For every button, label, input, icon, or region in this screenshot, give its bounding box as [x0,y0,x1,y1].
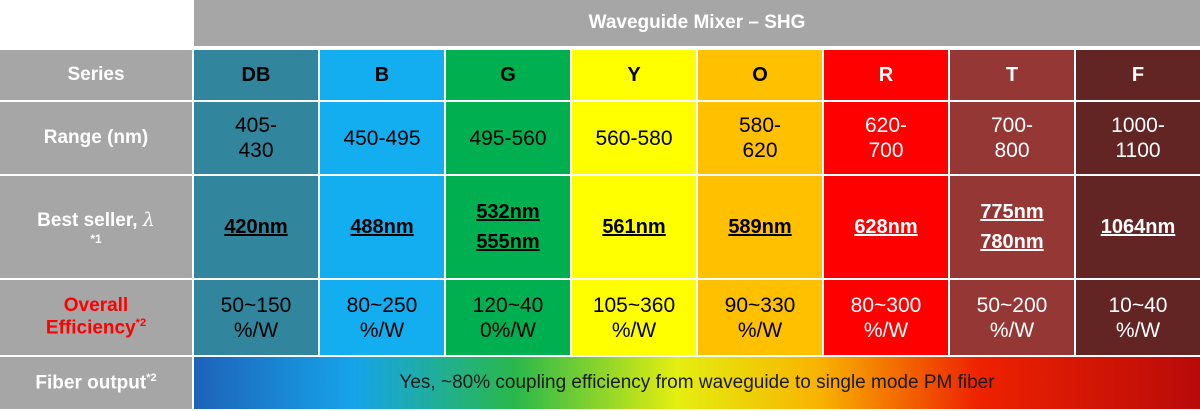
efficiency-r-line: 80~300 [850,293,922,317]
best-seller-r-line: 628nm [854,216,918,238]
efficiency-t-line: 50~200 [976,293,1048,317]
efficiency-b-cell: 80~250 %/W [320,280,446,355]
series-f-header: F [1076,50,1200,100]
best-seller-b-cell: 488nm [320,176,446,278]
best-seller-text: Best seller, [37,209,138,231]
fiber-label-cell: Fiber output*2 [0,357,194,409]
best-seller-o-line: 589nm [728,216,792,238]
efficiency-f-cell: 10~40 %/W [1076,280,1200,355]
best-seller-f-cell: 1064nm [1076,176,1200,278]
series-g-header: G [446,50,572,100]
range-row: Range (nm) 405- 430 450-495 495-560 560-580 5… [0,102,1200,174]
best-seller-g-line: 532nm [476,201,540,223]
efficiency-o-cell: 90~330 %/W [698,280,824,355]
title-row: Waveguide Mixer – SHG [0,0,1200,46]
efficiency-g-cell: 120~40 0%/W [446,280,572,355]
best-seller-label: Best seller, λ [37,209,155,232]
best-seller-db-line: 420nm [224,216,288,238]
efficiency-b-line: %/W [359,318,405,342]
range-y-cell: 560-580 [572,102,698,174]
efficiency-db-cell: 50~150 %/W [194,280,320,355]
best-seller-note: *1 [90,231,102,246]
efficiency-label-cell: Overall Efficiency*2 [0,280,194,355]
table-title: Waveguide Mixer – SHG [194,0,1200,46]
efficiency-db-line: 50~150 [220,293,292,317]
range-f-line: 1100 [1115,139,1161,162]
series-b-header: B [320,50,446,100]
efficiency-label-line2-wrap: Efficiency*2 [46,317,146,339]
range-t-line: 800 [994,139,1030,162]
range-t-line: 700- [990,114,1034,137]
efficiency-db-line: %/W [233,318,279,342]
range-f-line: 1000- [1111,114,1165,137]
efficiency-note: *2 [135,317,147,330]
series-r-header: R [824,50,950,100]
series-t-header: T [950,50,1076,100]
efficiency-t-cell: 50~200 %/W [950,280,1076,355]
efficiency-o-line: %/W [737,318,783,342]
best-seller-row: Best seller, λ *1 420nm 488nm 532nm 555nm 56… [0,176,1200,278]
range-g-line: 495-560 [469,126,547,150]
best-seller-g-cell: 532nm 555nm [446,176,572,278]
efficiency-r-cell: 80~300 %/W [824,280,950,355]
range-db-cell: 405- 430 [194,102,320,174]
title-spacer [0,0,194,46]
range-b-line: 450-495 [343,126,421,150]
efficiency-o-line: 90~330 [724,293,796,317]
efficiency-y-line: %/W [611,318,657,342]
efficiency-label-line2: Efficiency [45,317,136,339]
fiber-label: Fiber output [35,372,147,394]
series-row: Series DB B G Y O R T F [0,50,1200,100]
best-seller-r-cell: 628nm [824,176,950,278]
range-o-line: 580- [738,114,782,137]
series-db-header: DB [194,50,320,100]
series-o-header: O [698,50,824,100]
efficiency-row: Overall Efficiency*2 50~150 %/W 80~250 %/W 1… [0,280,1200,355]
range-label: Range (nm) [0,102,194,174]
efficiency-t-line: %/W [989,318,1035,342]
best-seller-db-cell: 420nm [194,176,320,278]
best-seller-t-line: 775nm [980,201,1044,223]
range-f-cell: 1000- 1100 [1076,102,1200,174]
series-y-header: Y [572,50,698,100]
range-t-cell: 700- 800 [950,102,1076,174]
best-seller-o-cell: 589nm [698,176,824,278]
efficiency-y-line: 105~360 [592,293,676,317]
best-seller-label-cell: Best seller, λ *1 [0,176,194,278]
range-y-line: 560-580 [595,126,673,150]
range-o-cell: 580- 620 [698,102,824,174]
fiber-output-bar: Yes, ~80% coupling efficiency from waveg… [194,357,1200,409]
best-seller-t-cell: 775nm 780nm [950,176,1076,278]
best-seller-f-line: 1064nm [1100,216,1176,238]
best-seller-b-line: 488nm [350,216,414,238]
range-db-line: 405- [234,114,278,137]
efficiency-f-line: %/W [1115,318,1161,342]
efficiency-g-line: 0%/W [479,318,536,342]
efficiency-r-line: %/W [863,318,909,342]
series-label: Series [0,50,194,100]
range-g-cell: 495-560 [446,102,572,174]
efficiency-y-cell: 105~360 %/W [572,280,698,355]
efficiency-label-line1: Overall [63,295,129,317]
fiber-note: *2 [146,371,157,384]
range-r-line: 700 [868,139,904,162]
range-b-cell: 450-495 [320,102,446,174]
range-r-line: 620- [864,114,908,137]
best-seller-t-line: 780nm [980,231,1044,253]
best-seller-g-line: 555nm [476,231,540,253]
best-seller-y-cell: 561nm [572,176,698,278]
efficiency-b-line: 80~250 [346,293,418,317]
efficiency-f-line: 10~40 [1108,293,1168,317]
range-r-cell: 620- 700 [824,102,950,174]
fiber-label-wrap: Fiber output*2 [35,372,156,394]
range-db-line: 430 [238,139,274,162]
best-seller-y-line: 561nm [602,216,666,238]
fiber-row: Fiber output*2 Yes, ~80% coupling effici… [0,357,1200,409]
fiber-output-text: Yes, ~80% coupling efficiency from waveg… [399,372,995,393]
range-o-line: 620 [742,139,778,162]
efficiency-g-line: 120~40 [472,293,544,317]
lambda-symbol: λ [142,208,155,231]
